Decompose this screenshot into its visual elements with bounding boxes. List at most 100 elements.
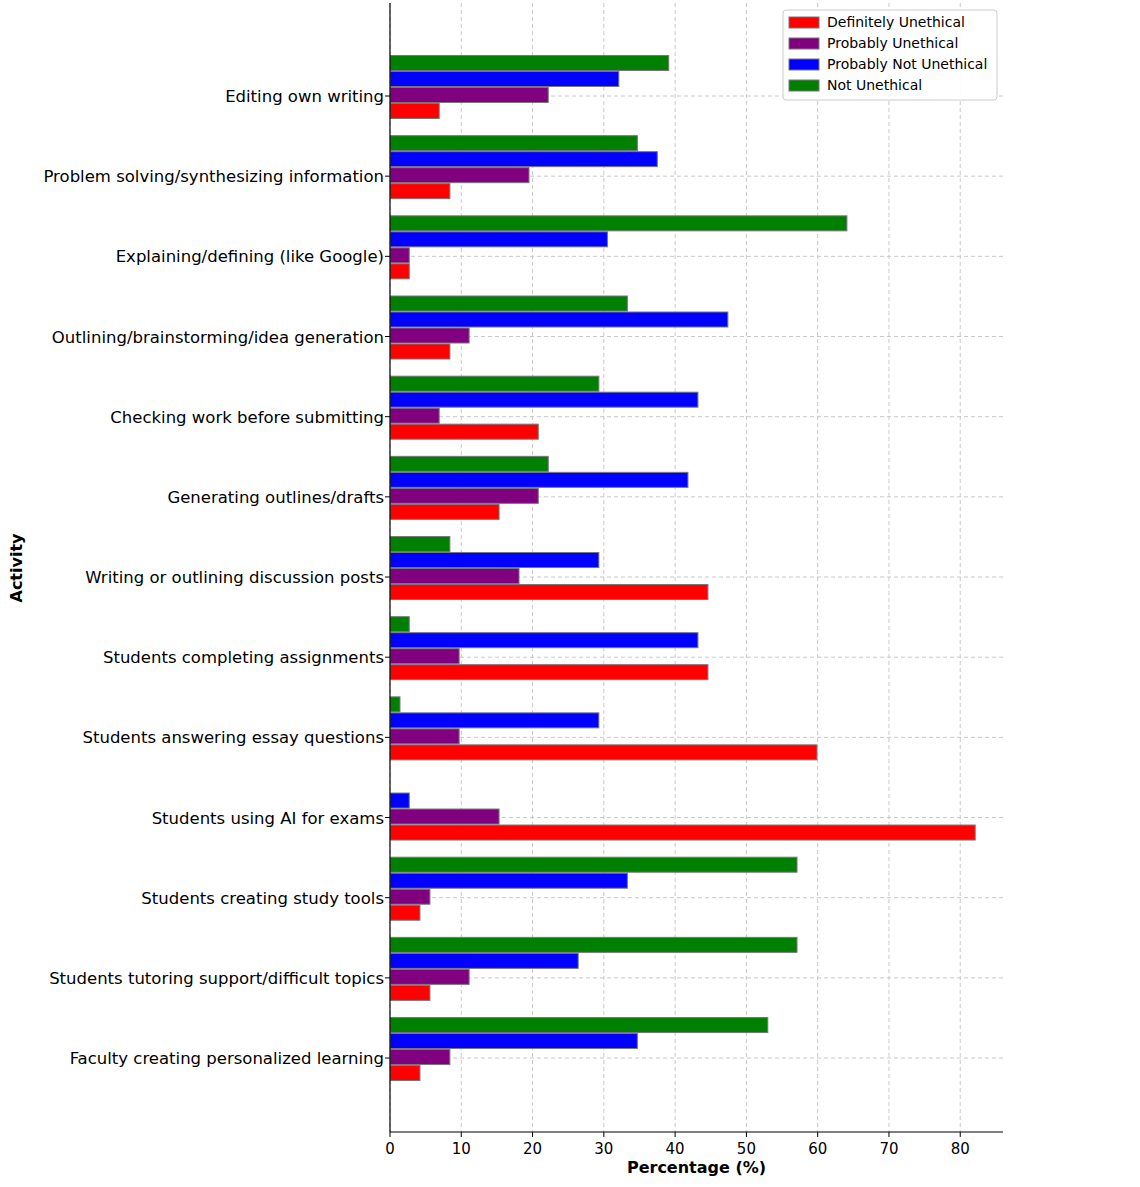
- bar: [390, 985, 430, 1000]
- bar: [390, 729, 459, 744]
- bar: [390, 328, 469, 343]
- bar: [390, 969, 469, 984]
- grid-line: [390, 256, 1003, 257]
- category-label: Generating outlines/drafts: [167, 488, 384, 507]
- tick: [817, 1132, 818, 1137]
- legend-swatch: [789, 17, 819, 28]
- bar: [390, 633, 698, 648]
- bar: [390, 184, 450, 199]
- y-axis-title: Activity: [7, 533, 26, 603]
- bar: [390, 216, 847, 231]
- tick-label: 0: [385, 1140, 395, 1158]
- tick: [385, 256, 390, 257]
- grid-line: [390, 416, 1003, 417]
- bar: [390, 168, 529, 183]
- tick-label: 80: [951, 1140, 970, 1158]
- tick: [385, 897, 390, 898]
- bar: [390, 72, 619, 87]
- tick: [385, 96, 390, 97]
- bar: [390, 649, 459, 664]
- category-label: Explaining/defining (like Google): [116, 247, 384, 266]
- bar: [390, 1066, 420, 1081]
- tick-label: 50: [737, 1140, 756, 1158]
- bar: [390, 665, 708, 680]
- tick-label: 60: [808, 1140, 827, 1158]
- grid-line: [390, 737, 1003, 738]
- tick: [746, 1132, 747, 1137]
- bar: [390, 104, 439, 119]
- tick: [532, 1132, 533, 1137]
- tick: [603, 1132, 604, 1137]
- tick: [385, 657, 390, 658]
- legend-label: Definitely Unethical: [827, 14, 965, 30]
- tick: [390, 1132, 391, 1137]
- x-axis-title: Percentage (%): [627, 1158, 766, 1177]
- tick: [385, 176, 390, 177]
- grid-line: [390, 3, 391, 1132]
- legend-swatch: [789, 38, 819, 49]
- category-label: Writing or outlining discussion posts: [85, 568, 384, 587]
- grid-line: [817, 3, 818, 1132]
- bar: [390, 312, 728, 327]
- legend-label: Not Unethical: [827, 77, 922, 93]
- background: [0, 0, 1140, 1187]
- bar: [390, 56, 669, 71]
- category-label: Students using AI for exams: [152, 809, 384, 828]
- bar: [390, 569, 519, 584]
- tick: [385, 336, 390, 337]
- category-label: Checking work before submitting: [110, 408, 384, 427]
- grid-line: [603, 3, 604, 1132]
- grid-line: [390, 336, 1003, 337]
- tick: [385, 1058, 390, 1059]
- grid-line: [960, 3, 961, 1132]
- bar: [390, 617, 409, 632]
- x-axis: [390, 1131, 1003, 1132]
- bar: [390, 504, 499, 519]
- legend-label: Probably Not Unethical: [827, 56, 987, 72]
- tick: [385, 577, 390, 578]
- bar: [390, 889, 430, 904]
- tick: [385, 977, 390, 978]
- bar: [390, 905, 420, 920]
- bar: [390, 424, 538, 439]
- bar: [390, 376, 599, 391]
- category-label: Students completing assignments: [103, 648, 384, 667]
- grid-line: [675, 3, 676, 1132]
- bar: [390, 264, 409, 279]
- chart: 01020304050607080Editing own writingProb…: [0, 0, 1140, 1187]
- bar: [390, 585, 708, 600]
- category-label: Students answering essay questions: [83, 728, 385, 747]
- bar: [390, 825, 975, 840]
- bar: [390, 136, 637, 151]
- tick-label: 40: [666, 1140, 685, 1158]
- bar: [390, 745, 817, 760]
- tick: [385, 737, 390, 738]
- bar: [390, 408, 439, 423]
- grid-line: [390, 657, 1003, 658]
- category-label: Students tutoring support/difficult topi…: [49, 969, 384, 988]
- bar: [390, 344, 450, 359]
- bar: [390, 809, 499, 824]
- bar: [390, 553, 599, 568]
- tick: [960, 1132, 961, 1137]
- bar: [390, 392, 698, 407]
- tick-label: 20: [523, 1140, 542, 1158]
- category-label: Faculty creating personalized learning: [70, 1049, 384, 1068]
- category-label: Problem solving/synthesizing information: [43, 167, 384, 186]
- legend-box: [783, 10, 997, 100]
- tick-label: 30: [594, 1140, 613, 1158]
- bar: [390, 857, 797, 872]
- category-label: Outlining/brainstorming/idea generation: [52, 328, 384, 347]
- bar: [390, 537, 450, 552]
- bar: [390, 296, 627, 311]
- legend: Definitely UnethicalProbably UnethicalPr…: [783, 10, 997, 100]
- grid-line: [746, 3, 747, 1132]
- bar: [390, 232, 607, 247]
- bar: [390, 697, 400, 712]
- bar: [390, 1034, 637, 1049]
- bar: [390, 88, 548, 103]
- bar: [390, 456, 548, 471]
- bar: [390, 152, 657, 167]
- tick: [461, 1132, 462, 1137]
- grid-line: [390, 1058, 1003, 1059]
